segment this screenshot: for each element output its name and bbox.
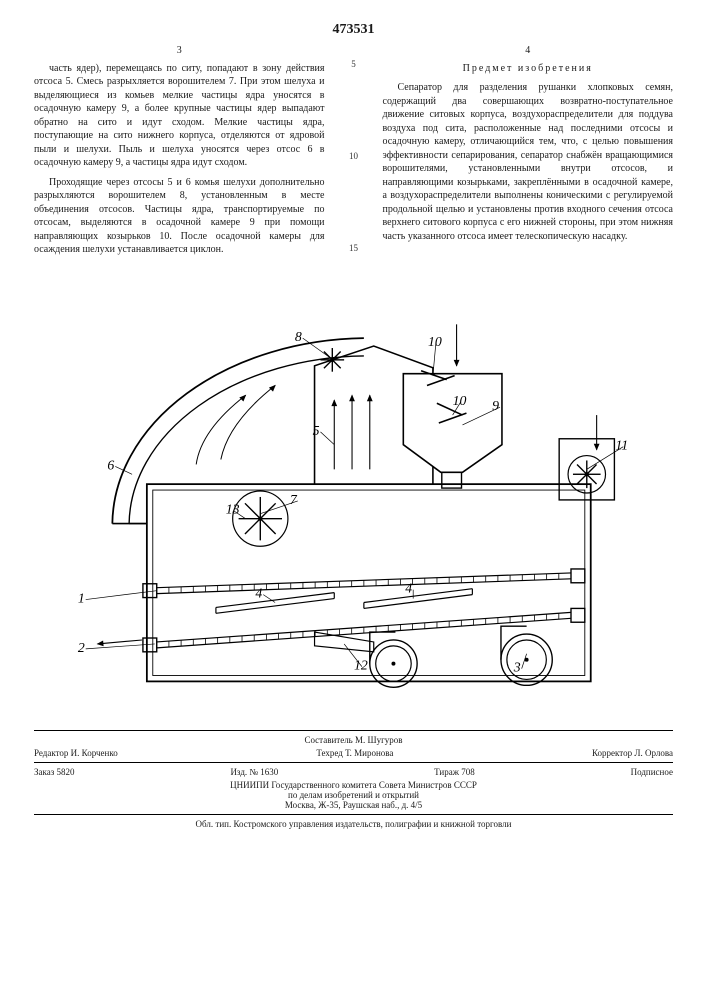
svg-text:5: 5 [312,422,319,437]
separator-diagram: 12356789111213441010 [38,277,670,711]
imprint-footer: Составитель М. Шугуров Редактор И. Корче… [34,730,673,829]
svg-text:8: 8 [294,329,301,344]
org-line-2: по делам изобретений и открытий [34,790,673,800]
left-para-2: Проходящие через отсосы 5 и 6 комья шелу… [34,176,325,257]
text-columns: 3 часть ядер), перемещаясь по ситу, попа… [34,44,673,263]
tirazh: Тираж 708 [434,767,475,777]
svg-text:4: 4 [405,580,412,595]
subject-of-invention-title: Предмет изобретения [383,62,674,76]
left-col-page-num: 3 [34,44,325,58]
org-line-1: ЦНИИПИ Государственного комитета Совета … [34,780,673,790]
compiler-line: Составитель М. Шугуров [34,735,673,745]
patent-number: 473531 [34,22,673,38]
line-num: 5 [351,58,356,70]
svg-text:1: 1 [77,590,84,605]
svg-text:9: 9 [492,398,499,413]
right-para-claim: Сепаратор для разделения рушанки хлопков… [383,81,674,243]
editor: Редактор И. Корченко [34,748,118,758]
svg-text:4: 4 [255,585,262,600]
svg-text:13: 13 [225,501,239,516]
izd-no: Изд. № 1630 [230,767,278,777]
line-num: 10 [349,150,358,162]
patent-figure: 12356789111213441010 [34,277,673,716]
right-column: 4 Предмет изобретения Сепаратор для разд… [383,44,674,263]
svg-text:3: 3 [512,659,520,674]
line-num: 15 [349,242,358,254]
print-shop: Обл. тип. Костромского управления издате… [34,819,673,829]
right-col-page-num: 4 [383,44,674,58]
signed: Подписное [631,767,673,777]
svg-text:2: 2 [77,639,84,654]
address-line: Москва, Ж-35, Раушская наб., д. 4/5 [34,800,673,810]
svg-text:6: 6 [107,457,114,472]
svg-text:7: 7 [289,491,297,506]
left-para-1: часть ядер), перемещаясь по ситу, попада… [34,62,325,170]
order-no: Заказ 5820 [34,767,75,777]
line-number-gutter: 5 10 15 [347,44,361,263]
svg-text:10: 10 [452,393,466,408]
tech-editor: Техред Т. Миронова [316,748,393,758]
svg-text:10: 10 [427,334,441,349]
corrector: Корректор Л. Орлова [592,748,673,758]
left-column: 3 часть ядер), перемещаясь по ситу, попа… [34,44,325,263]
